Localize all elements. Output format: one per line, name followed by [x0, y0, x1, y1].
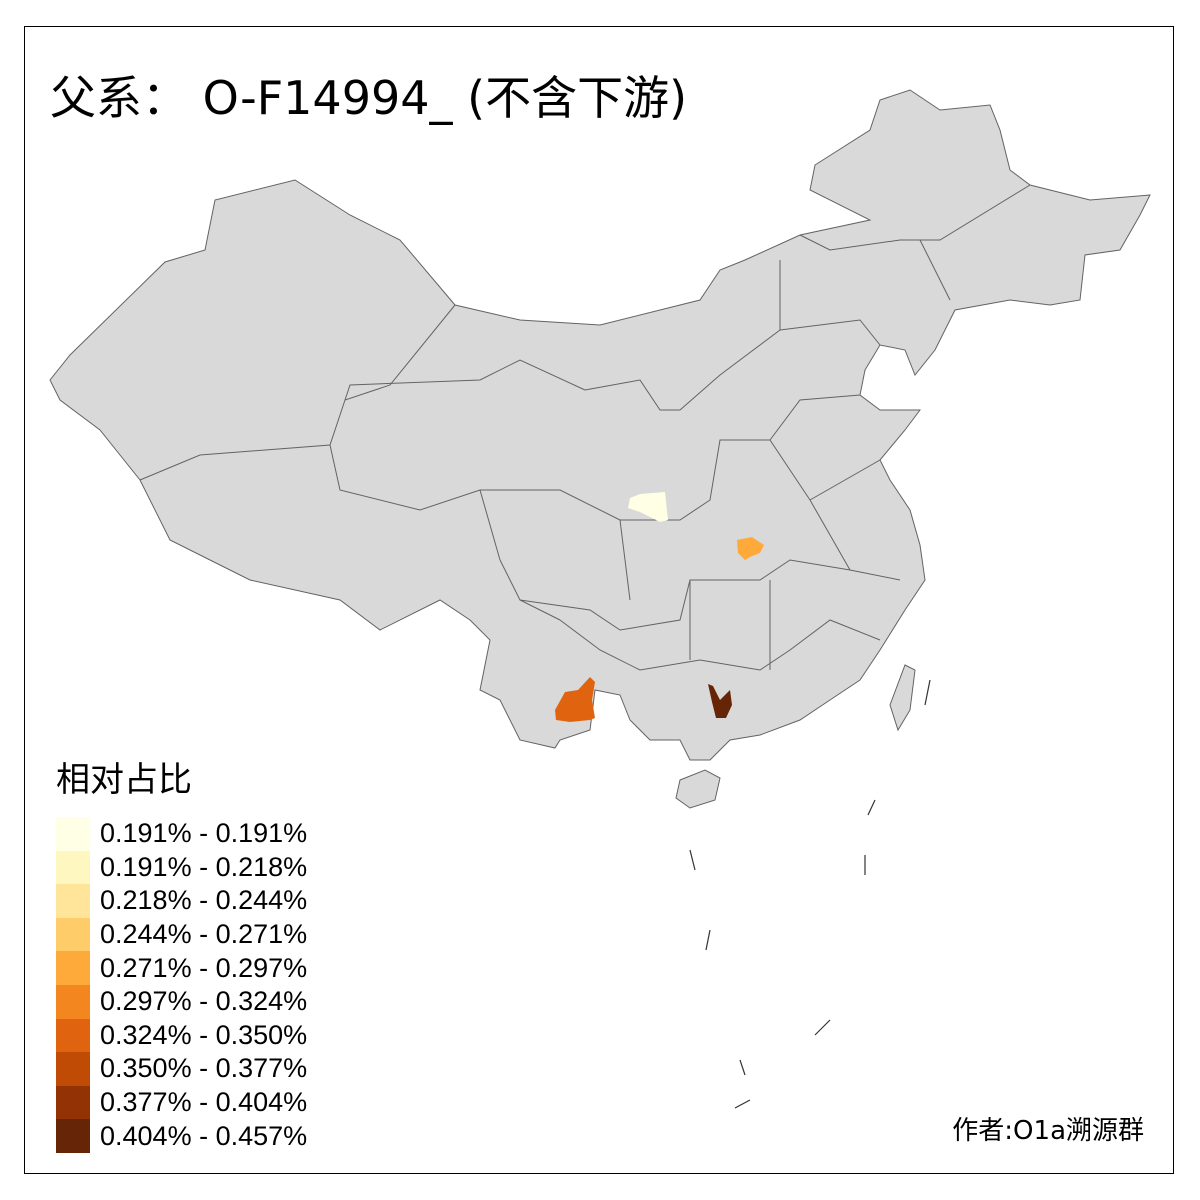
legend-item: 0.350% - 0.377%: [56, 1052, 307, 1086]
region-shaanxi-south: [628, 492, 668, 522]
legend-swatch: [56, 1052, 90, 1086]
legend-item: 0.191% - 0.218%: [56, 850, 308, 885]
legend-item: 0.218% - 0.244%: [56, 884, 307, 918]
legend-item: 0.324% - 0.350%: [56, 1018, 308, 1053]
legend-item: 0.297% - 0.324%: [56, 984, 308, 1019]
legend-item: 0.404% - 0.457%: [56, 1119, 307, 1153]
legend-item: 0.377% - 0.404%: [56, 1085, 308, 1120]
legend-label: 0.191% - 0.218%: [100, 851, 308, 882]
legend-title: 相对占比: [56, 760, 192, 800]
legend-swatch: [56, 984, 90, 1019]
province-borders: [139, 184, 1031, 671]
region-yunnan-south: [555, 677, 595, 722]
legend-swatch: [56, 1018, 90, 1053]
legend-swatch: [56, 917, 90, 952]
legend-item: 0.244% - 0.271%: [56, 917, 308, 952]
legend-label: 0.218% - 0.244%: [100, 885, 308, 916]
legend-label: 0.191% - 0.191%: [100, 818, 308, 849]
legend-label: 0.404% - 0.457%: [100, 1120, 308, 1151]
legend-swatch: [56, 850, 90, 885]
legend-label: 0.244% - 0.271%: [100, 919, 308, 950]
legend-swatch: [56, 951, 90, 985]
legend: 相对占比 0.191% - 0.191% 0.191% - 0.218% 0.218…: [56, 752, 307, 1153]
map-frame: [24, 26, 1174, 1174]
map-title: 父系： O-F14994_ (不含下游): [50, 71, 688, 125]
china-mainland: [49, 89, 1151, 761]
legend-label: 0.350% - 0.377%: [100, 1053, 308, 1084]
legend-label: 0.297% - 0.324%: [100, 986, 308, 1017]
legend-swatch: [56, 1119, 90, 1153]
islands-dashes: [689, 679, 931, 1109]
legend-swatch: [56, 817, 90, 851]
legend-swatch: [56, 884, 90, 918]
taiwan-island: [889, 664, 916, 732]
author-credit: 作者:O1a溯源群: [952, 1116, 1144, 1146]
legend-label: 0.377% - 0.404%: [100, 1087, 308, 1118]
legend-item: 0.271% - 0.297%: [56, 951, 307, 985]
legend-swatch: [56, 1085, 90, 1120]
region-henan-south: [737, 537, 764, 560]
legend-label: 0.324% - 0.350%: [100, 1019, 308, 1050]
legend-item: 0.191% - 0.191%: [56, 817, 307, 851]
legend-label: 0.271% - 0.297%: [100, 952, 308, 983]
hainan-island: [675, 769, 721, 809]
region-guangdong-west: [708, 684, 732, 718]
